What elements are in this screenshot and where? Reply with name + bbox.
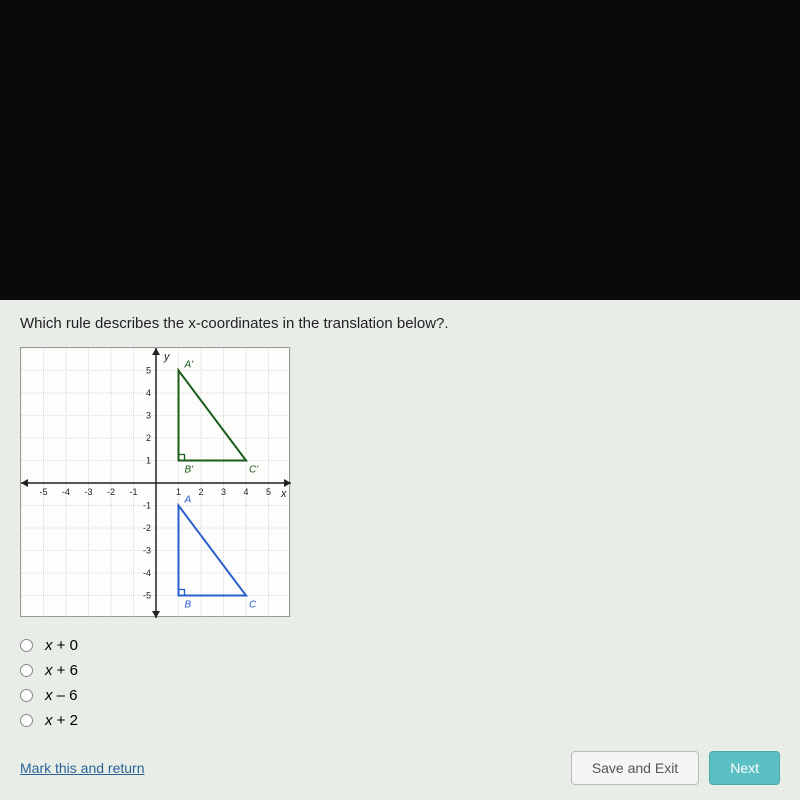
svg-text:-5: -5: [39, 487, 47, 497]
mark-and-return-link[interactable]: Mark this and return: [20, 760, 145, 776]
svg-text:-2: -2: [107, 487, 115, 497]
svg-text:5: 5: [146, 366, 151, 376]
svg-text:1: 1: [146, 456, 151, 466]
coordinate-graph: x y -5 -5 -4 -4 -3 -3 -2 -2 -1 -1 1 1 2 2 3 3 4 4 5 5 A' B' C' A B…: [20, 347, 290, 617]
content-panel: Which rule describes the x-coordinates i…: [0, 300, 800, 800]
svg-text:-4: -4: [143, 568, 151, 578]
svg-text:-4: -4: [62, 487, 70, 497]
svg-text:4: 4: [146, 388, 151, 398]
option-d[interactable]: x + 2: [20, 712, 780, 729]
svg-text:A: A: [184, 495, 192, 506]
svg-text:C: C: [249, 600, 257, 611]
option-label: x – 6: [45, 687, 78, 704]
answer-options: x + 0 x + 6 x – 6 x + 2: [20, 637, 780, 729]
svg-text:-1: -1: [143, 501, 151, 511]
svg-text:4: 4: [243, 487, 248, 497]
option-label: x + 0: [45, 637, 78, 654]
top-dark-region: [0, 0, 800, 300]
svg-text:-2: -2: [143, 523, 151, 533]
question-text: Which rule describes the x-coordinates i…: [20, 315, 780, 332]
save-and-exit-button[interactable]: Save and Exit: [571, 751, 699, 785]
radio-icon: [20, 714, 33, 727]
next-button[interactable]: Next: [709, 751, 780, 785]
option-c[interactable]: x – 6: [20, 687, 780, 704]
svg-text:5: 5: [266, 487, 271, 497]
svg-text:-1: -1: [129, 487, 137, 497]
svg-text:-3: -3: [84, 487, 92, 497]
svg-text:2: 2: [146, 433, 151, 443]
svg-text:C': C': [249, 465, 259, 476]
option-a[interactable]: x + 0: [20, 637, 780, 654]
svg-text:x: x: [280, 488, 287, 500]
option-label: x + 2: [45, 712, 78, 729]
radio-icon: [20, 639, 33, 652]
svg-text:B: B: [185, 600, 192, 611]
svg-text:3: 3: [146, 411, 151, 421]
svg-text:y: y: [163, 351, 171, 363]
svg-text:2: 2: [198, 487, 203, 497]
svg-text:-3: -3: [143, 546, 151, 556]
footer-bar: Mark this and return Save and Exit Next: [20, 751, 780, 785]
radio-icon: [20, 689, 33, 702]
radio-icon: [20, 664, 33, 677]
svg-text:-5: -5: [143, 591, 151, 601]
option-b[interactable]: x + 6: [20, 662, 780, 679]
svg-text:3: 3: [221, 487, 226, 497]
option-label: x + 6: [45, 662, 78, 679]
svg-text:A': A': [184, 360, 195, 371]
svg-text:1: 1: [176, 487, 181, 497]
footer-buttons: Save and Exit Next: [571, 751, 780, 785]
svg-text:B': B': [185, 465, 195, 476]
